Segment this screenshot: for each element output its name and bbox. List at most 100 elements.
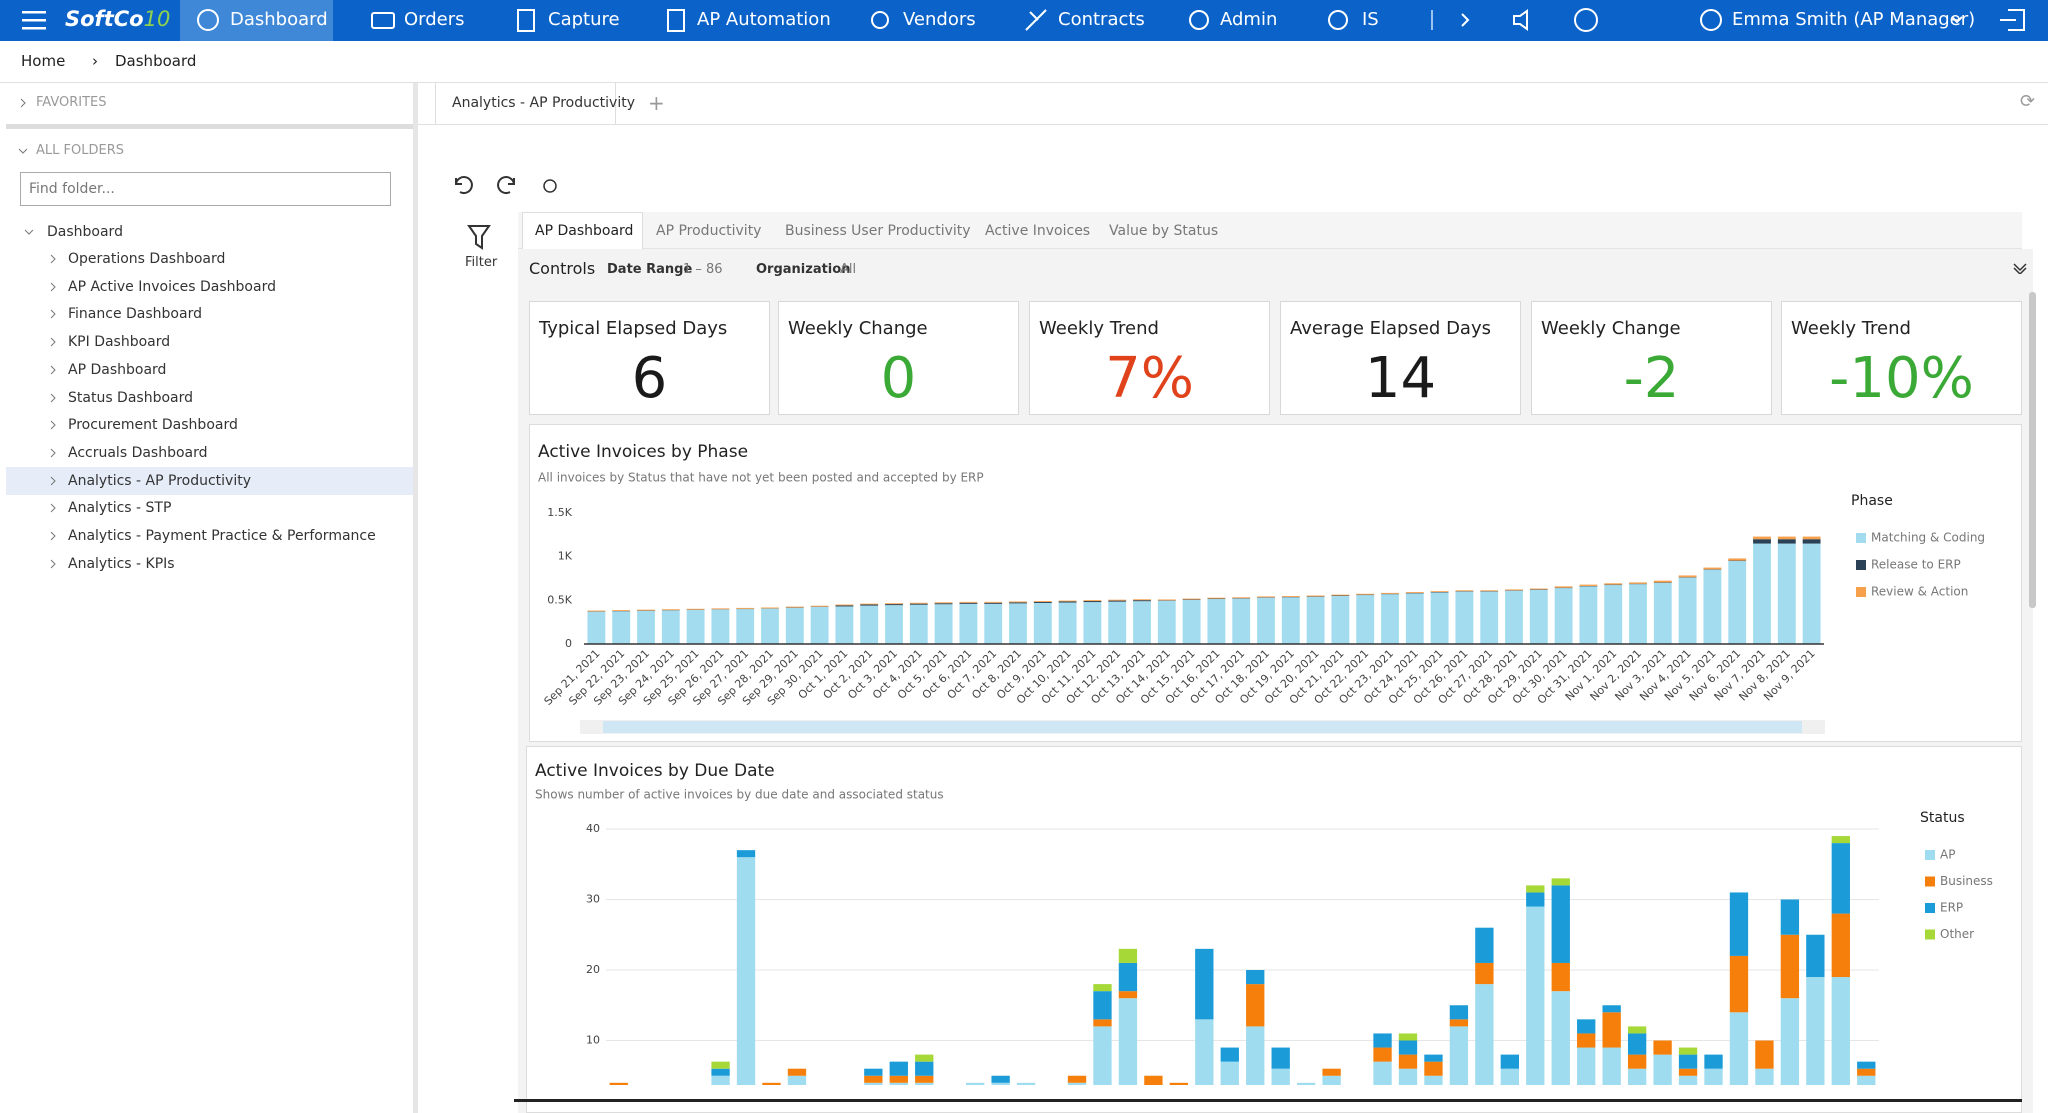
bar-segment <box>1405 592 1424 593</box>
nav-item[interactable]: Orders <box>404 9 465 30</box>
doc-tab[interactable]: Analytics - AP Productivity <box>435 83 635 124</box>
nav-item[interactable]: AP Automation <box>697 9 831 30</box>
tree-item[interactable]: Accruals Dashboard <box>68 444 208 461</box>
chevron[interactable] <box>48 420 58 430</box>
chevron[interactable] <box>48 393 58 403</box>
tree-item[interactable]: Analytics - AP Productivity <box>68 472 251 489</box>
bar-segment <box>1554 586 1573 588</box>
nav-item[interactable]: Vendors <box>903 9 976 30</box>
bar-segment <box>915 1075 934 1083</box>
chevron[interactable] <box>24 227 34 237</box>
legend-label: Matching & Coding <box>1871 531 1985 545</box>
bar-segment <box>1306 595 1325 597</box>
bar-segment <box>1505 590 1523 644</box>
legend-title: Status <box>1920 810 1965 826</box>
chevron[interactable] <box>48 337 58 347</box>
bar-segment <box>1577 1033 1596 1048</box>
bar-segment <box>959 603 978 644</box>
nav-item[interactable]: Contracts <box>1058 9 1145 30</box>
dash-tab[interactable]: Business User Productivity <box>785 223 971 239</box>
tree-item[interactable]: KPI Dashboard <box>68 334 171 351</box>
tree-item[interactable]: AP Active Invoices Dashboard <box>68 278 276 295</box>
dash-tab[interactable]: AP Dashboard <box>535 223 634 239</box>
tree-item[interactable]: Analytics - KPIs <box>68 555 175 572</box>
chevron[interactable] <box>48 365 58 375</box>
nav-item[interactable]: Capture <box>548 9 620 30</box>
nav-item[interactable]: IS <box>1362 9 1379 30</box>
tree-item[interactable]: Finance Dashboard <box>68 306 202 323</box>
chevron[interactable] <box>48 476 58 486</box>
kpi-card: Average Elapsed Days 14 <box>1280 301 1521 415</box>
add-tab[interactable]: + <box>648 91 665 115</box>
bar-segment <box>1118 962 1138 992</box>
chevron[interactable] <box>48 309 58 319</box>
bar-segment <box>1627 1033 1647 1055</box>
breadcrumb[interactable]: Dashboard <box>115 52 197 70</box>
tree-item[interactable]: Procurement Dashboard <box>68 417 238 434</box>
bar-segment <box>1133 601 1151 644</box>
chevron[interactable] <box>18 146 28 156</box>
chevron[interactable] <box>48 448 58 458</box>
favorites-header[interactable]: FAVORITES <box>36 95 107 110</box>
redo[interactable] <box>497 176 515 195</box>
tree-item[interactable]: Status Dashboard <box>68 389 194 406</box>
folders-header[interactable]: ALL FOLDERS <box>36 143 124 158</box>
bar-segment <box>1449 1026 1469 1085</box>
bar-segment <box>1067 1082 1087 1085</box>
menu-icon[interactable] <box>22 10 48 32</box>
user-menu[interactable]: Emma Smith (AP Manager) <box>1732 9 1976 30</box>
chevron[interactable] <box>48 559 58 569</box>
folder-search[interactable]: Find folder... <box>20 172 391 206</box>
bar-segment <box>984 601 1003 603</box>
bar-segment <box>966 1082 985 1085</box>
dash-tab[interactable]: Value by Status <box>1109 223 1219 239</box>
tree-root[interactable]: Dashboard <box>47 224 123 240</box>
dash-tab[interactable]: Active Invoices <box>985 223 1091 239</box>
control-name[interactable]: Organization <box>756 262 851 277</box>
bar-segment <box>637 609 655 611</box>
bar-segment <box>1777 539 1796 544</box>
legend-swatch <box>1856 560 1866 570</box>
chevron[interactable] <box>48 531 58 541</box>
bar-segment <box>1480 591 1499 644</box>
tree-item[interactable]: Analytics - STP <box>68 500 172 517</box>
chevron[interactable] <box>18 98 28 108</box>
legend-swatch <box>1925 903 1935 913</box>
bar-segment <box>609 1082 628 1085</box>
logo[interactable]: SoftCo10 <box>65 7 170 31</box>
dash-tab[interactable]: AP Productivity <box>656 223 762 239</box>
nav-icons <box>197 8 2025 32</box>
bar-segment <box>1232 598 1251 644</box>
bar-segment <box>1093 984 1112 992</box>
control-name[interactable]: Date Range <box>607 262 693 277</box>
undo[interactable] <box>455 176 473 195</box>
tree-item[interactable]: Analytics - Payment Practice & Performan… <box>68 528 376 544</box>
bar-segment <box>1232 597 1251 599</box>
bar-segment <box>1118 998 1138 1085</box>
tree-item[interactable]: AP Dashboard <box>68 361 167 378</box>
tree-item[interactable]: Operations Dashboard <box>68 251 226 267</box>
nav-item[interactable]: Admin <box>1220 9 1278 30</box>
sidebar: FAVORITES ALL FOLDERS Find folder... Das… <box>0 83 418 1113</box>
bar-segment <box>1604 585 1623 644</box>
control-value[interactable]: 1 – 86 <box>683 262 723 277</box>
bar-segment <box>1678 575 1697 578</box>
legend-label: AP <box>1940 848 1955 862</box>
bar-segment <box>1455 590 1474 592</box>
top-nav: SoftCo10 Dashboard Orders Capture AP Aut… <box>0 0 2048 41</box>
refresh-icon[interactable]: ⟳ <box>2020 91 2036 112</box>
bar-segment <box>1331 594 1350 596</box>
chevron[interactable] <box>48 282 58 292</box>
scrollbar[interactable] <box>2029 292 2036 608</box>
collapse-icon[interactable] <box>2012 262 2028 274</box>
nav-item[interactable]: Dashboard <box>230 9 328 30</box>
chevron[interactable] <box>48 254 58 264</box>
bar-segment <box>1009 601 1027 603</box>
bar-segment <box>1058 601 1077 603</box>
bar-segment <box>1271 1068 1290 1085</box>
control-value[interactable]: All <box>840 262 857 277</box>
chevron[interactable] <box>48 503 58 513</box>
breadcrumb[interactable]: Home <box>21 52 66 70</box>
bar-segment <box>1551 991 1570 1085</box>
filter-icon[interactable] <box>467 225 491 250</box>
